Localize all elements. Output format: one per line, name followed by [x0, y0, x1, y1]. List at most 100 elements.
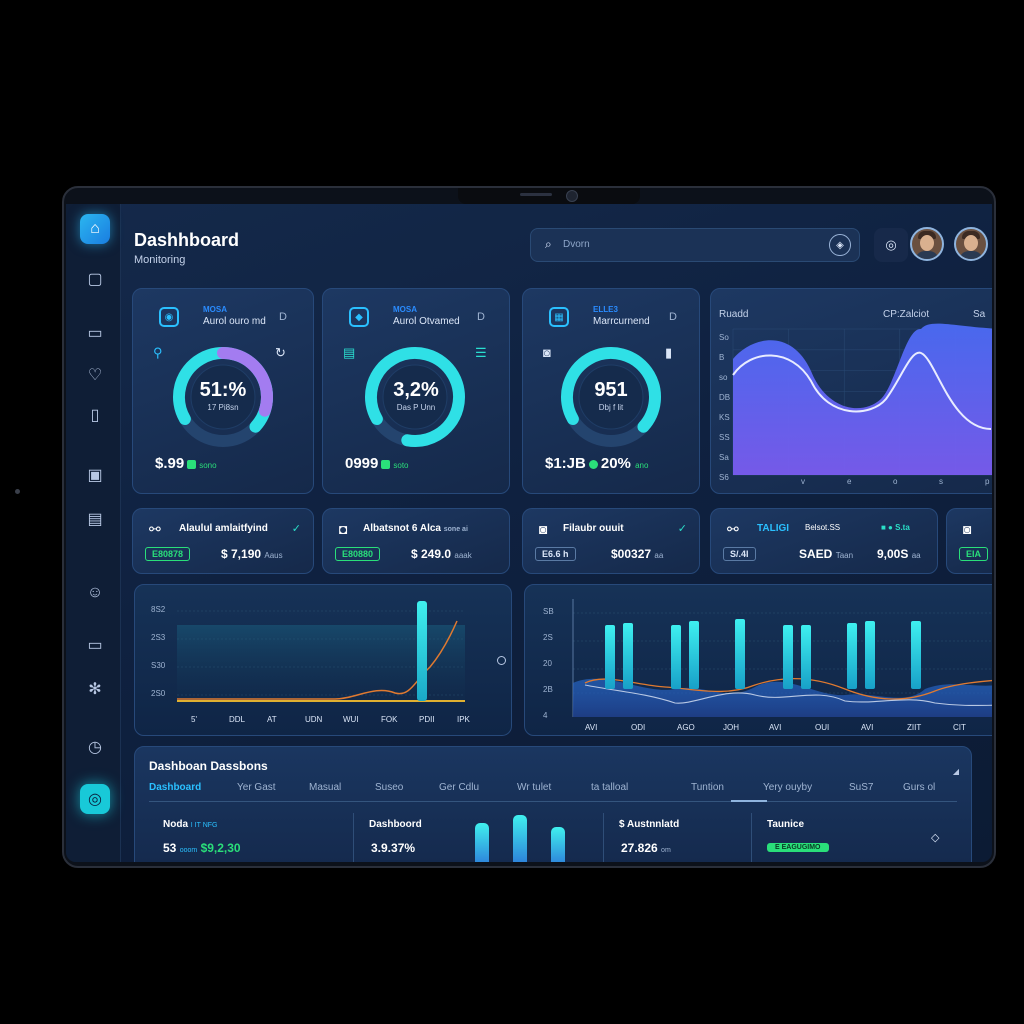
tab-item[interactable]: Wr tulet — [517, 782, 552, 793]
up-badge — [381, 459, 391, 469]
kpi-d: D — [279, 311, 287, 323]
kpi-bottom: $1:JB 20% ano — [545, 455, 648, 472]
tab-item[interactable]: Gurs ol — [903, 782, 936, 793]
search-input[interactable]: Dvorn — [563, 239, 590, 250]
search-icon: ⌕ — [545, 237, 552, 251]
mini-bar — [551, 827, 565, 862]
stat-chip: E80880 — [335, 547, 381, 561]
kpi-card-2[interactable]: ◆ MOSA Aurol Otvamed D ▤ ☰ 3,2% Das P Un… — [322, 288, 510, 494]
home-icon[interactable]: ⌂ — [80, 214, 110, 244]
stat-card-3[interactable]: ◙ Filaubr ouuit ✓ E6.6 h $00327 aa — [522, 508, 700, 574]
tab-item[interactable]: Masual — [309, 782, 342, 793]
tab-item[interactable]: Dashboard — [149, 782, 202, 793]
list-icon[interactable]: ☰ — [475, 345, 487, 360]
right-bar — [605, 625, 615, 689]
kpi-bottom: 0999 soto — [345, 455, 409, 472]
settings-icon[interactable]: ✻ — [88, 681, 102, 698]
left-x-tick: AT — [267, 715, 277, 724]
chart-kpi-icon: ▦ — [549, 307, 569, 327]
kpi-d: D — [669, 311, 677, 323]
page-title: Dashhboard — [134, 230, 240, 250]
grid-icon[interactable]: ▤ — [87, 511, 103, 528]
file-icon: ◙ — [539, 521, 548, 537]
mini-bar — [475, 823, 489, 862]
tab-item[interactable]: Ger Cdlu — [439, 782, 480, 793]
power-icon[interactable]: ◎ — [80, 784, 110, 814]
ring-inner — [382, 364, 448, 430]
right-x-tick: AGO — [677, 723, 695, 732]
shield-icon[interactable]: ♡ — [87, 367, 103, 384]
battery-icon[interactable]: ▮ — [665, 345, 673, 360]
camera-icon: ◙ — [543, 345, 551, 360]
area-y-tick: B — [719, 353, 725, 362]
search-bar[interactable]: ⌕ Dvorn ◈ — [530, 228, 860, 262]
area-y-tick: S6 — [719, 473, 729, 482]
stat-amount-value: $ 7,190 — [221, 547, 262, 561]
radio-icon[interactable] — [497, 656, 506, 665]
stat-card-1[interactable]: ⚯ Alaulul amlaitfyind ✓ E80878 $ 7,190 A… — [132, 508, 314, 574]
stat-tag-text: S.ta — [895, 523, 910, 532]
kpi-bottom-small: sono — [199, 461, 217, 470]
tab-item[interactable]: Yery ouyby — [763, 782, 813, 793]
stat-amount-sub: Taan — [835, 551, 854, 560]
kpi-tag: ELLE3 — [593, 305, 618, 314]
right-x-tick: OUI — [815, 723, 830, 732]
left-bar — [417, 601, 427, 701]
kpi-bottom-value: 0999 — [345, 455, 379, 472]
diamond-icon[interactable]: ◇ — [931, 832, 940, 844]
avatar-1[interactable] — [910, 227, 944, 261]
right-x-tick: JOH — [723, 723, 739, 732]
chart-left-card[interactable]: 8S2 2S3 S30 2S0 5' DDL AT UDN WUI FOK PDII IPK — [134, 584, 512, 736]
area-line — [732, 351, 992, 430]
col-1-header: Noda I IT NFG — [163, 819, 218, 830]
doc-icon: ▤ — [343, 345, 356, 360]
tab-item[interactable]: Suseo — [375, 782, 404, 793]
monitor-icon[interactable]: ▭ — [87, 325, 103, 342]
right-bar — [783, 625, 793, 689]
stat-card-5[interactable]: ◙ EIA — [946, 508, 992, 574]
col-1-value: 53 ooom $9,2,30 — [163, 841, 241, 855]
right-x-tick: CIT — [953, 723, 966, 732]
right-line-orange — [584, 677, 992, 700]
expand-icon[interactable]: ◢ — [952, 767, 959, 776]
tab-item[interactable]: ta talloal — [591, 782, 629, 793]
bottom-panel: Dashboan Dassbons ◢ Dashboard Yer Gast Mas… — [134, 746, 972, 862]
stat-amount-sub: Aaus — [264, 551, 283, 560]
stat-card-2[interactable]: ◘ Albatsnot 6 Alca sone ai E80880 $ 249.… — [322, 508, 510, 574]
ring-arc-main — [561, 347, 662, 447]
refresh-icon[interactable]: ↻ — [275, 345, 286, 360]
chat-icon[interactable]: ▢ — [87, 271, 103, 288]
chart-right-card[interactable]: SB 2S 20 2B 4 AVI ODI AGO JOH AVI OUI AVI ZIIT CIT — [524, 584, 992, 736]
stat-card-4[interactable]: ⚯ TALIGI Belsot.SS ■ ● S.ta S/.4I SAED T… — [710, 508, 938, 574]
right-bar — [801, 625, 811, 689]
book-icon[interactable]: ▯ — [90, 407, 100, 424]
card-icon[interactable]: ▭ — [87, 637, 103, 654]
filter-icon[interactable]: ◈ — [829, 234, 851, 256]
kpi-sub: Das P Unn — [396, 403, 436, 412]
area-x-tick: p — [985, 477, 990, 486]
area-y-tick: SS — [719, 433, 730, 442]
stat-name: Alaulul amlaitfyind — [179, 523, 268, 534]
clock-icon[interactable]: ◷ — [88, 739, 102, 756]
kpi-bottom-value: $1:JB — [545, 455, 586, 472]
camera-icon — [566, 190, 578, 202]
right-y-tick: 4 — [543, 711, 548, 720]
kpi-card-3[interactable]: ▦ ELLE3 Marrcurnend D ◙ ▮ 951 Dbj f lit … — [522, 288, 700, 494]
col-4-chip: E EAGUGIMO — [767, 843, 829, 852]
right-bar — [865, 621, 875, 689]
avatar-2[interactable] — [954, 227, 988, 261]
kpi-d: D — [477, 311, 485, 323]
stat-amount-2-value: 9,00S — [877, 547, 909, 561]
screen: ⌂ ▢ ▭ ♡ ▯ ▣ ▤ ☺ ▭ ✻ ◷ ◎ Dashhboard Monit… — [66, 204, 992, 862]
box-icon[interactable]: ▣ — [87, 467, 103, 484]
notification-button[interactable]: ◎ — [874, 228, 908, 262]
right-bar — [735, 619, 745, 689]
tab-item[interactable]: Tuntion — [691, 782, 724, 793]
tab-item[interactable]: SuS7 — [849, 782, 874, 793]
kpi-card-1[interactable]: ◉ MOSA Aurol ouro md D ⚲ ↻ 51:% 17 Pi8sn… — [132, 288, 314, 494]
kpi-tag: MOSA — [393, 305, 417, 314]
user-icon[interactable]: ☺ — [86, 584, 104, 601]
tab-item[interactable]: Yer Gast — [237, 782, 276, 793]
stat-amount: $00327 aa — [611, 547, 663, 561]
